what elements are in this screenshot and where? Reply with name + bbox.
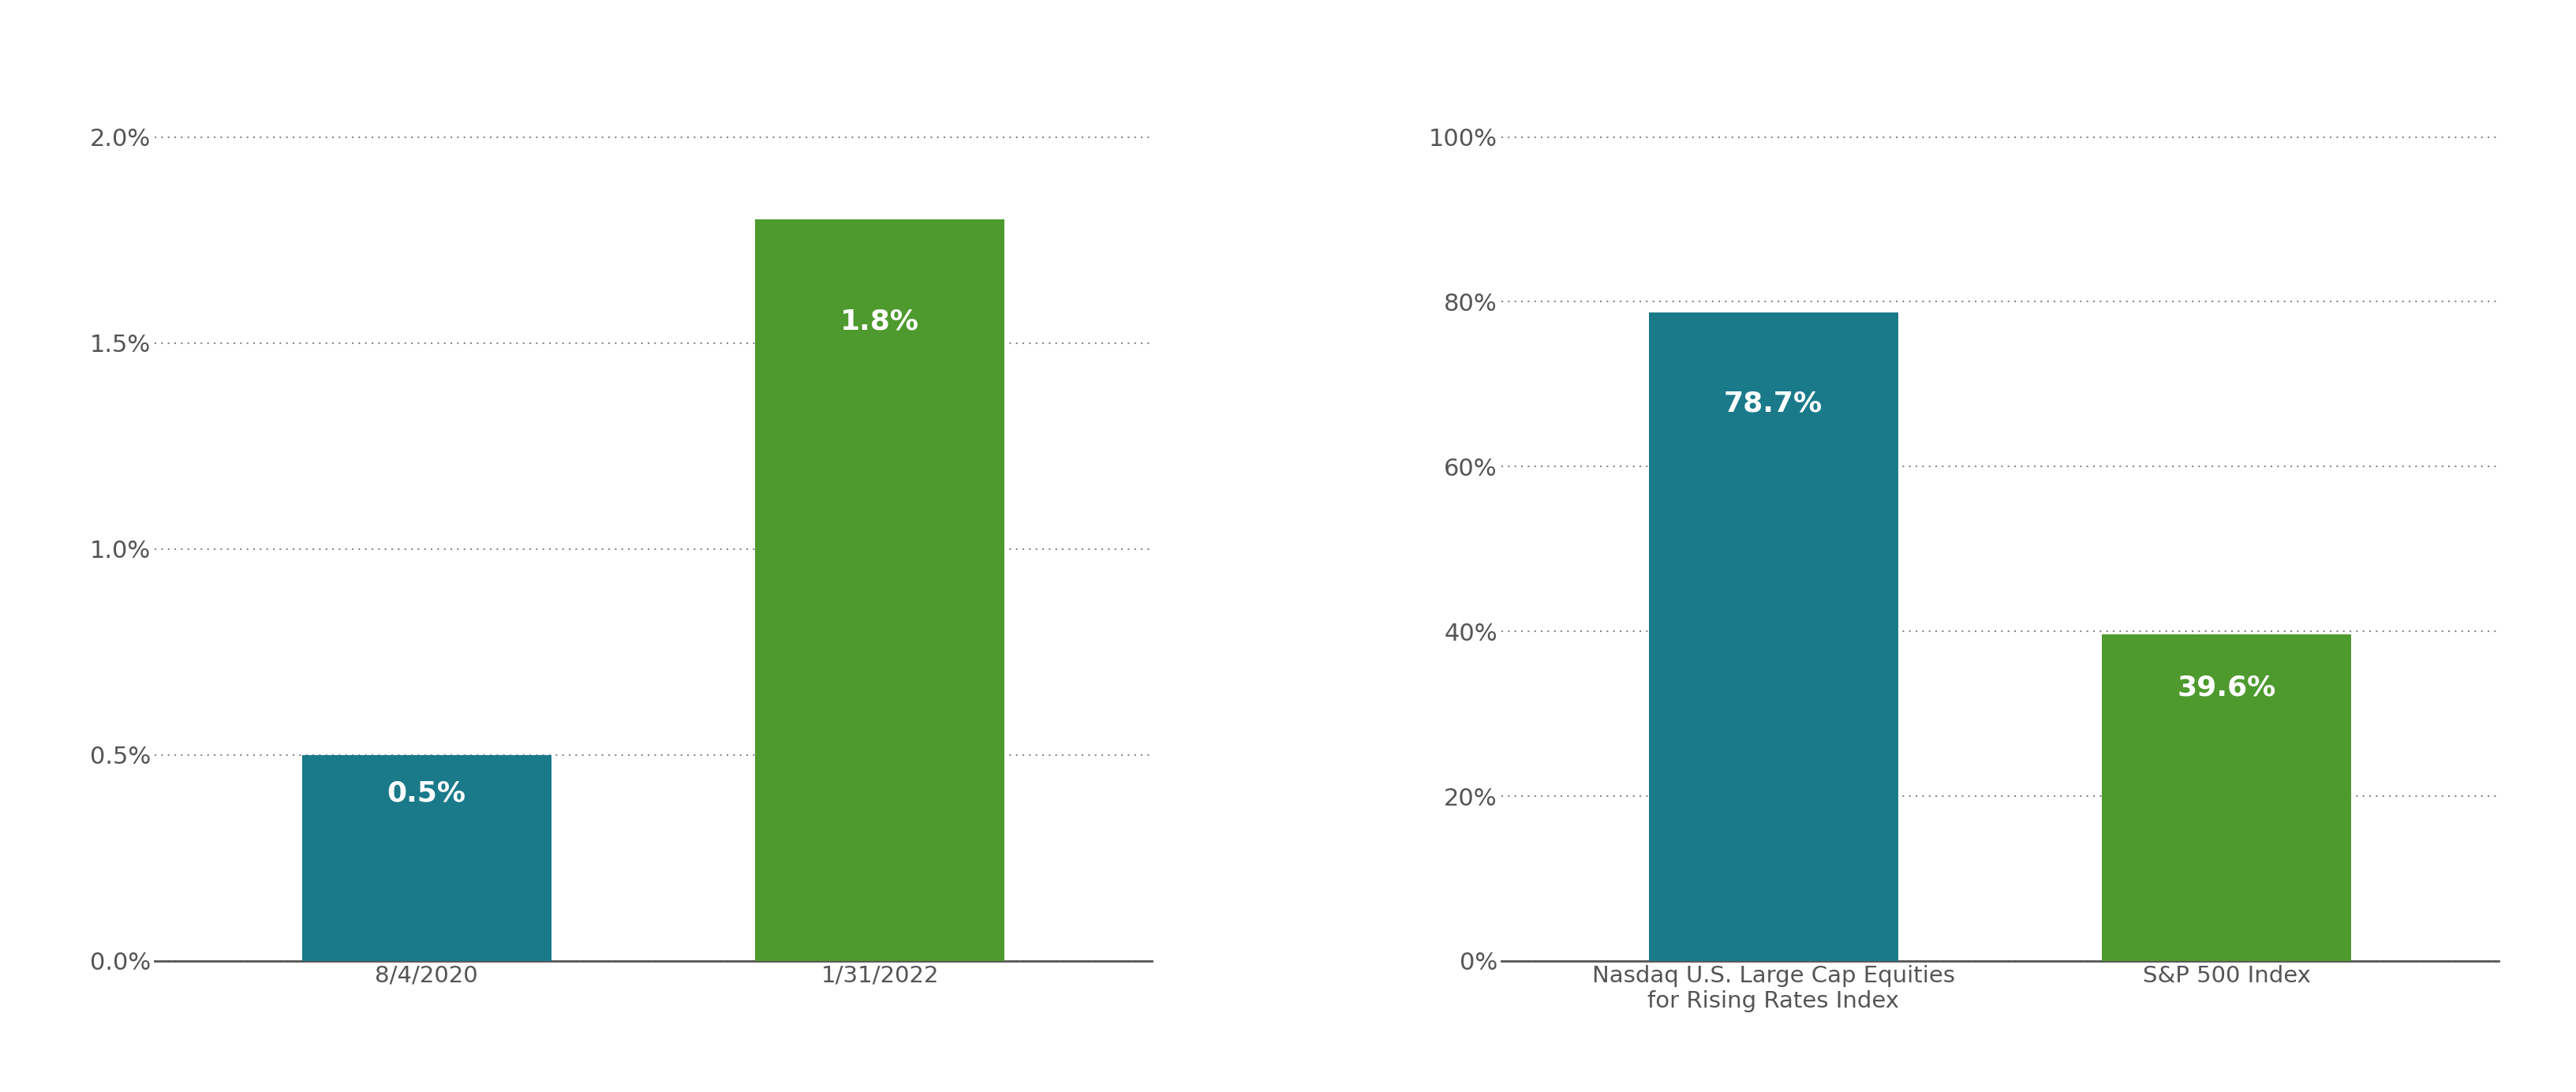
Text: 0.5%: 0.5%	[386, 780, 466, 807]
Bar	[1649, 312, 1899, 961]
Bar	[301, 755, 551, 961]
Bar	[2102, 634, 2352, 961]
Text: 39.6%: 39.6%	[2177, 674, 2277, 701]
Text: 78.7%: 78.7%	[1723, 390, 1824, 417]
Text: 1.8%: 1.8%	[840, 308, 920, 335]
Bar	[755, 219, 1005, 961]
